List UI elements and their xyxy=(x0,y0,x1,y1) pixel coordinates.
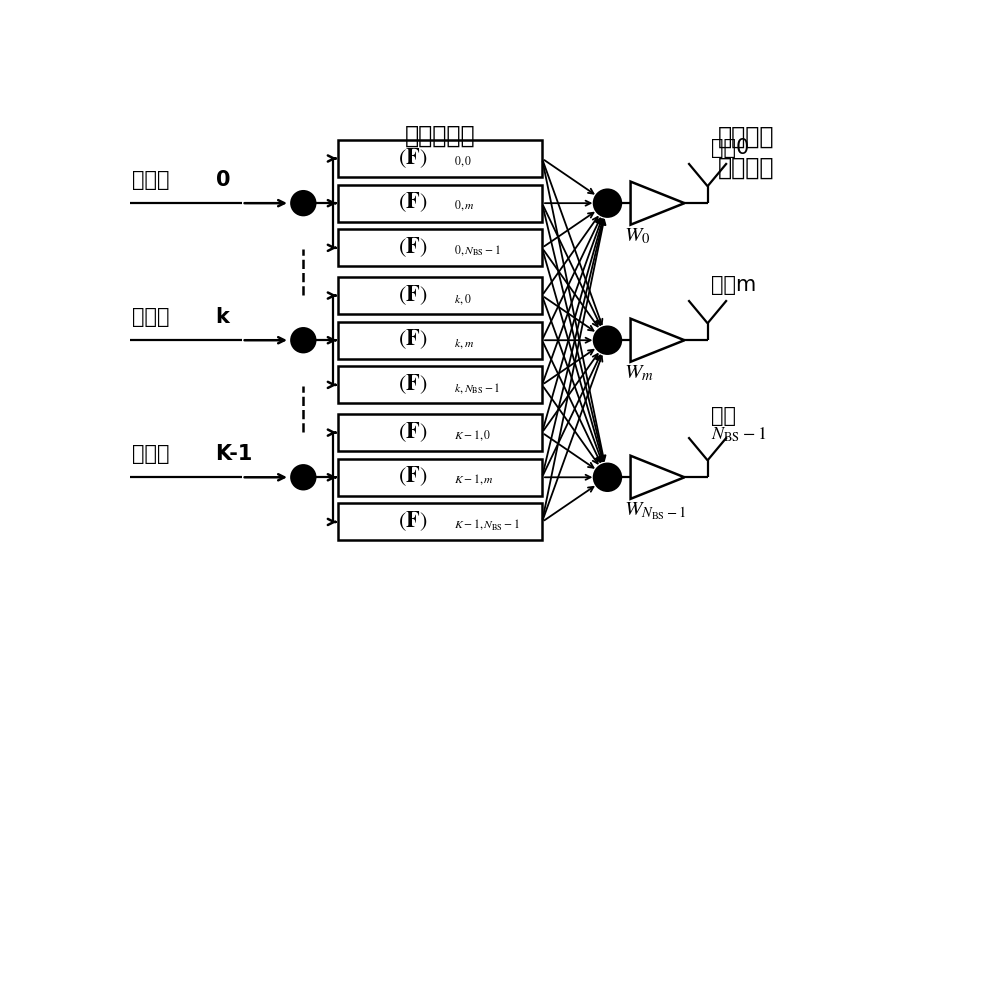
Text: $_{K-1,m}$: $_{K-1,m}$ xyxy=(453,472,494,488)
Text: $(\mathbf{F})$: $(\mathbf{F})$ xyxy=(398,191,427,214)
Bar xyxy=(338,366,543,403)
Text: K-1: K-1 xyxy=(216,444,252,464)
Text: 0: 0 xyxy=(216,170,230,190)
Bar xyxy=(338,322,543,359)
Text: $_{0,N_\mathrm{BS}-1}$: $_{0,N_\mathrm{BS}-1}$ xyxy=(453,243,501,259)
Circle shape xyxy=(594,327,621,354)
Text: $(\mathbf{F})$: $(\mathbf{F})$ xyxy=(398,328,427,351)
Text: $_{0,m}$: $_{0,m}$ xyxy=(453,198,475,214)
Circle shape xyxy=(291,328,315,352)
Text: 共享幅度: 共享幅度 xyxy=(718,125,774,149)
Text: $W_m$: $W_m$ xyxy=(625,363,654,383)
Bar xyxy=(338,140,543,177)
Text: 天线: 天线 xyxy=(712,406,737,426)
Bar xyxy=(338,459,543,496)
Text: $_{K-1,N_\mathrm{BS}-1}$: $_{K-1,N_\mathrm{BS}-1}$ xyxy=(453,517,520,533)
Text: $(\mathbf{F})$: $(\mathbf{F})$ xyxy=(398,465,427,488)
Text: $(\mathbf{F})$: $(\mathbf{F})$ xyxy=(398,146,427,170)
Text: 加权阵列: 加权阵列 xyxy=(718,156,774,180)
Text: $(\mathbf{F})$: $(\mathbf{F})$ xyxy=(398,235,427,259)
Text: 射频链: 射频链 xyxy=(133,307,170,327)
Text: $_{k,0}$: $_{k,0}$ xyxy=(453,291,471,307)
Text: $W_0$: $W_0$ xyxy=(625,226,650,246)
Text: $_{k,N_\mathrm{BS}-1}$: $_{k,N_\mathrm{BS}-1}$ xyxy=(453,380,500,396)
Text: $_{0,0}$: $_{0,0}$ xyxy=(453,154,472,170)
Text: k: k xyxy=(216,307,230,327)
Circle shape xyxy=(291,191,315,215)
Text: $(\mathbf{F})$: $(\mathbf{F})$ xyxy=(398,283,427,307)
Text: 移相器阵列: 移相器阵列 xyxy=(405,123,475,147)
Text: $N_\mathrm{BS}-1$: $N_\mathrm{BS}-1$ xyxy=(712,426,766,444)
Text: 天线m: 天线m xyxy=(712,275,756,295)
Bar xyxy=(338,185,543,222)
Text: 射频链: 射频链 xyxy=(133,444,170,464)
Text: $W_{N_\mathrm{BS}-1}$: $W_{N_\mathrm{BS}-1}$ xyxy=(625,500,687,522)
Bar xyxy=(338,414,543,451)
Text: $(\mathbf{F})$: $(\mathbf{F})$ xyxy=(398,509,427,533)
Text: $(\mathbf{F})$: $(\mathbf{F})$ xyxy=(398,372,427,396)
Circle shape xyxy=(291,465,315,489)
Circle shape xyxy=(594,190,621,217)
Circle shape xyxy=(594,464,621,491)
Text: $_{k,m}$: $_{k,m}$ xyxy=(453,335,474,351)
Bar xyxy=(338,503,543,540)
Text: $(\mathbf{F})$: $(\mathbf{F})$ xyxy=(398,420,427,444)
Bar xyxy=(338,277,543,314)
Text: 天线0: 天线0 xyxy=(712,138,749,158)
Text: $_{K-1,0}$: $_{K-1,0}$ xyxy=(453,428,491,444)
Text: 射频链: 射频链 xyxy=(133,170,170,190)
Bar xyxy=(338,229,543,266)
